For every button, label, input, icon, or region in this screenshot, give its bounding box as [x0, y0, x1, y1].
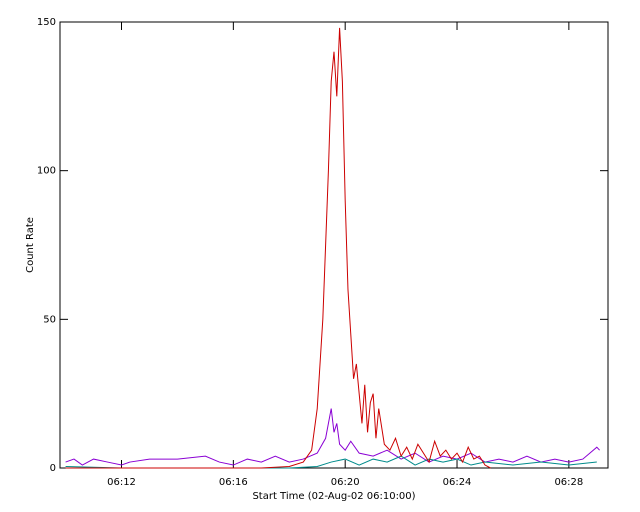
y-tick-label: 50 — [43, 314, 56, 325]
series-line — [65, 27, 491, 469]
x-tick-label: 06:12 — [107, 477, 136, 488]
x-tick-label: 06:24 — [443, 477, 472, 488]
x-axis-title: Start Time (02-Aug-02 06:10:00) — [252, 491, 415, 502]
x-tick-label: 06:20 — [331, 477, 360, 488]
x-tick-label: 06:16 — [219, 477, 248, 488]
y-tick-label: 0 — [50, 463, 56, 474]
series-line — [65, 408, 600, 466]
y-axis-title: Count Rate — [25, 217, 36, 273]
y-tick-label: 150 — [37, 17, 56, 28]
x-tick-label: 06:28 — [554, 477, 583, 488]
plot-frame — [59, 21, 609, 469]
series-line — [65, 455, 597, 469]
y-tick-label: 100 — [37, 166, 56, 177]
